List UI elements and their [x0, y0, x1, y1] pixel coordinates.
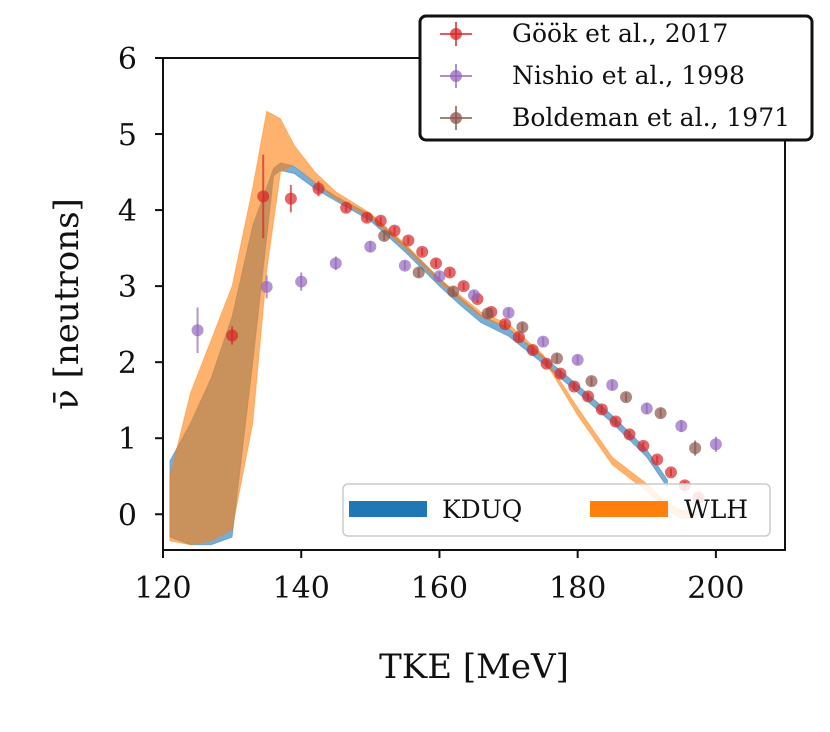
data-point	[620, 391, 633, 404]
data-point	[340, 201, 353, 214]
legend-label-gook: Göök et al., 2017	[512, 19, 728, 48]
data-point	[226, 329, 239, 342]
y-tick-label: 4	[118, 194, 137, 229]
data-point	[416, 245, 429, 258]
legend-label-nishio: Nishio et al., 1998	[512, 61, 745, 90]
y-tick-label: 1	[118, 422, 137, 457]
legend-marker-boldeman	[440, 106, 472, 130]
x-tick-label: 140	[273, 571, 330, 606]
legend-experiments: Göök et al., 2017 Nishio et al., 1998 Bo…	[418, 14, 814, 142]
data-point	[447, 285, 460, 298]
data-point	[606, 378, 619, 391]
data-point	[429, 257, 442, 270]
data-point	[689, 442, 702, 455]
data-point	[568, 380, 581, 393]
x-tick-label: 200	[687, 571, 744, 606]
data-point	[550, 352, 563, 365]
y-tick-label: 3	[118, 270, 137, 305]
data-point	[412, 266, 425, 279]
data-point	[191, 324, 204, 337]
legend-swatch-wlh	[590, 501, 668, 517]
data-point	[709, 438, 722, 451]
data-point	[433, 270, 446, 283]
data-point	[540, 357, 553, 370]
experimental-data	[191, 154, 722, 504]
data-point	[360, 211, 373, 224]
legend-models: KDUQ WLH	[342, 483, 771, 537]
data-point	[595, 403, 608, 416]
x-axis-label: TKE [MeV]	[379, 647, 569, 687]
model-bands	[169, 110, 696, 546]
data-point	[640, 402, 653, 415]
data-point	[675, 420, 688, 433]
data-point	[651, 453, 664, 466]
data-point	[554, 367, 567, 380]
y-tick-label: 0	[118, 498, 137, 533]
legend-label-boldeman: Boldeman et al., 1971	[512, 103, 790, 132]
data-point	[499, 318, 512, 331]
y-tick-label: 5	[118, 118, 137, 153]
data-point	[512, 331, 525, 344]
series-nishio-et-al-1998	[191, 240, 722, 452]
data-point	[654, 407, 667, 420]
data-point	[378, 229, 391, 242]
y-tick-label: 6	[118, 42, 137, 77]
legend-label-kduq: KDUQ	[442, 495, 522, 524]
data-point	[295, 275, 308, 288]
data-point	[284, 192, 297, 205]
data-point	[481, 307, 494, 320]
data-point	[398, 259, 411, 272]
x-tick-label: 120	[134, 571, 191, 606]
data-point	[502, 306, 515, 319]
data-point	[374, 214, 387, 227]
y-axis-label: ν̄ [neutrons]	[47, 198, 87, 410]
series-g-k-et-al-2017	[226, 154, 705, 504]
legend-models-box	[342, 483, 771, 537]
data-point	[443, 266, 456, 279]
data-point	[388, 224, 401, 237]
data-point	[623, 428, 636, 441]
data-point	[402, 234, 415, 247]
data-point	[537, 335, 550, 348]
data-point	[260, 280, 273, 293]
data-point	[637, 439, 650, 452]
data-point	[516, 321, 529, 334]
legend-swatch-kduq	[349, 501, 427, 517]
data-point	[457, 280, 470, 293]
data-point	[664, 466, 677, 479]
series-boldeman-et-al-1971	[378, 229, 702, 456]
data-point	[364, 240, 377, 253]
x-tick-label: 160	[411, 571, 468, 606]
data-point	[582, 390, 595, 403]
data-point	[257, 190, 270, 203]
x-tick-label: 180	[549, 571, 606, 606]
data-point	[585, 375, 598, 388]
legend-experiments-box	[418, 14, 814, 142]
data-point	[571, 353, 584, 366]
data-point	[329, 257, 342, 270]
y-axis-ticks: 0 1 2 3 4 5 6	[118, 42, 163, 533]
legend-marker-gook	[440, 22, 472, 46]
legend-label-wlh: WLH	[684, 495, 748, 524]
data-point	[609, 415, 622, 428]
data-point	[526, 344, 539, 357]
data-point	[312, 182, 325, 195]
band-wlh	[169, 110, 696, 546]
x-axis-ticks: 120 140 160 180 200	[134, 550, 745, 606]
y-tick-label: 2	[118, 346, 137, 381]
data-point	[468, 289, 480, 302]
legend-marker-nishio	[440, 64, 472, 88]
